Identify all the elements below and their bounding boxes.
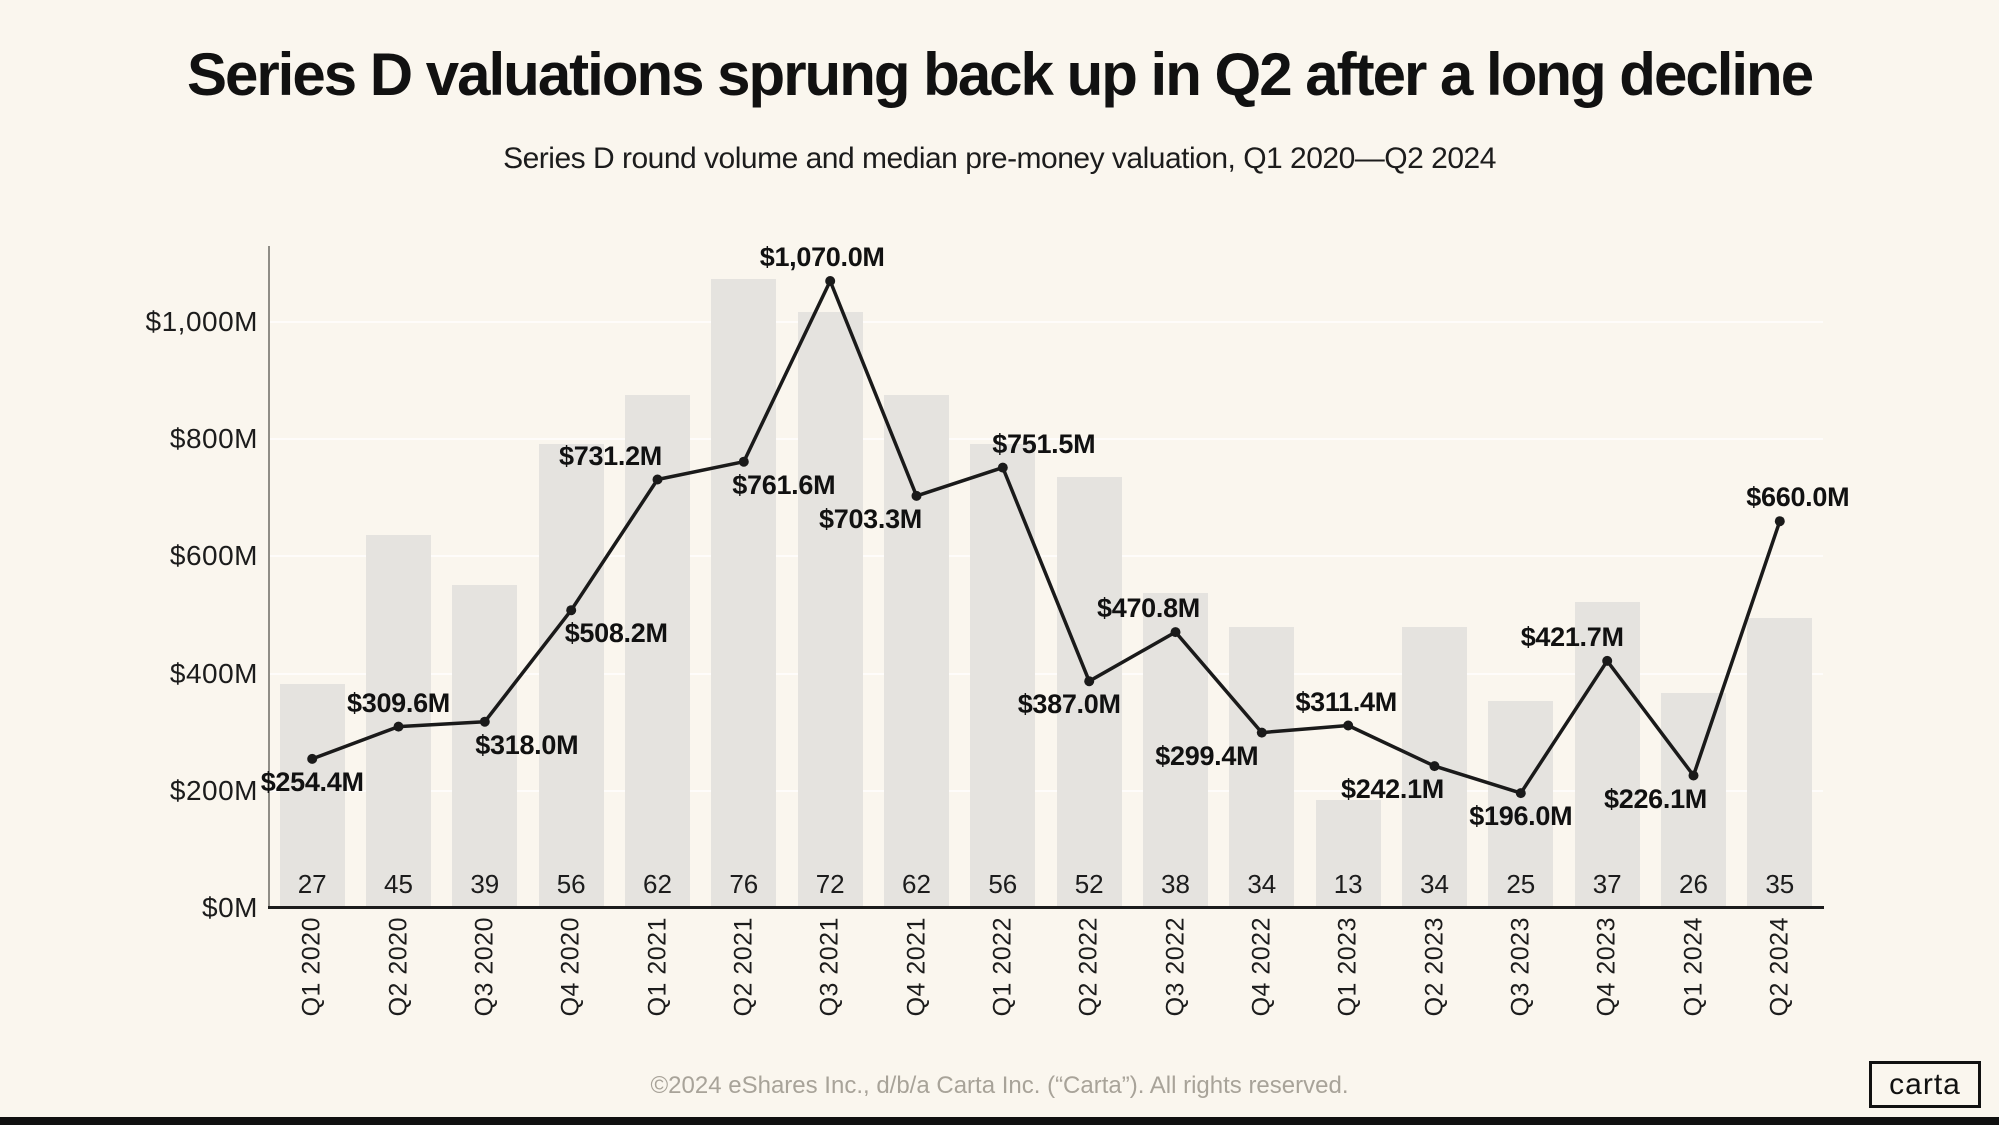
x-axis-tick-label: Q1 2022: [988, 917, 1017, 1017]
valuation-label: $1,070.0M: [759, 242, 885, 272]
volume-bar: [797, 311, 863, 908]
x-axis-tick-label: Q2 2021: [729, 917, 758, 1017]
volume-count-label: 72: [815, 869, 845, 899]
x-axis-tick-label: Q3 2021: [815, 917, 844, 1017]
volume-bar: [538, 444, 604, 908]
x-axis-tick-label: Q1 2024: [1679, 917, 1707, 1017]
x-axis-tick-label: Q1 2021: [643, 917, 671, 1017]
volume-count-label: 35: [1765, 869, 1795, 899]
volume-count-label: 26: [1679, 869, 1708, 899]
valuation-label: $731.2M: [559, 440, 662, 471]
volume-count-label: 34: [1247, 869, 1277, 899]
valuation-label: $751.5M: [992, 428, 1096, 459]
x-axis-tick-label: Q1 2020: [297, 917, 326, 1017]
volume-count-label: 52: [1074, 869, 1104, 899]
valuation-label: $309.6M: [347, 687, 450, 718]
x-axis-line: [268, 906, 1824, 909]
valuation-label: $508.2M: [564, 618, 668, 649]
valuation-label: $387.0M: [1017, 689, 1121, 720]
volume-count-label: 38: [1161, 869, 1190, 899]
valuation-label: $421.7M: [1520, 621, 1624, 652]
data-point: [825, 276, 836, 286]
y-axis-tick-label: $200M: [169, 774, 258, 806]
volume-count-label: 13: [1333, 869, 1363, 899]
y-axis-tick-label: $600M: [169, 540, 258, 572]
volume-count-label: 27: [297, 869, 327, 899]
copyright-text: ©2024 eShares Inc., d/b/a Carta Inc. (“C…: [650, 1072, 1349, 1099]
x-axis-tick-label: Q3 2022: [1161, 917, 1189, 1017]
x-axis-tick-label: Q4 2022: [1247, 917, 1276, 1017]
x-axis-tick-label: Q1 2023: [1333, 917, 1362, 1017]
volume-bar: [884, 394, 949, 908]
gridline: [269, 321, 1823, 323]
valuation-label: $318.0M: [475, 729, 579, 760]
volume-count-label: 56: [988, 869, 1018, 899]
volume-bar: [970, 444, 1036, 908]
x-axis-tick-label: Q2 2022: [1074, 917, 1103, 1017]
volume-bar: [1402, 626, 1467, 908]
volume-count-label: 34: [1420, 869, 1449, 899]
valuation-label: $226.1M: [1604, 783, 1707, 814]
data-point: [1774, 516, 1785, 527]
y-axis-tick-label: $0M: [202, 892, 258, 923]
x-axis-tick-label: Q4 2021: [902, 917, 930, 1017]
valuation-label: $254.4M: [260, 766, 364, 797]
y-axis-tick-label: $1,000M: [145, 306, 258, 337]
y-axis-line: [268, 246, 270, 908]
volume-count-label: 62: [643, 869, 672, 899]
valuation-label: $703.3M: [819, 503, 922, 534]
volume-bar: [625, 394, 690, 908]
carta-logo: carta: [1869, 1061, 1981, 1108]
gridline: [269, 555, 1823, 558]
x-axis-tick-label: Q2 2020: [384, 917, 412, 1017]
chart-title: Series D valuations sprung back up in Q2…: [186, 41, 1814, 108]
volume-count-label: 56: [556, 869, 586, 899]
volume-bar: [366, 535, 431, 908]
volume-count-label: 45: [384, 869, 413, 899]
valuation-label: $242.1M: [1341, 774, 1444, 805]
x-axis-tick-label: Q2 2024: [1765, 917, 1794, 1017]
valuation-label: $311.4M: [1295, 686, 1397, 717]
x-axis-tick-label: Q4 2020: [556, 917, 585, 1017]
volume-count-label: 39: [470, 869, 500, 899]
volume-count-label: 37: [1592, 869, 1622, 899]
valuation-label: $470.8M: [1097, 593, 1200, 624]
bottom-border-bar: [0, 1117, 1999, 1125]
y-axis-tick-label: $800M: [169, 423, 258, 455]
y-axis-tick-label: $400M: [169, 657, 258, 689]
valuation-label: $196.0M: [1469, 801, 1573, 832]
x-axis-tick-label: Q3 2020: [470, 917, 499, 1017]
volume-bar: [1315, 800, 1381, 908]
volume-count-label: 25: [1506, 869, 1536, 899]
valuation-label: $660.0M: [1746, 482, 1850, 513]
volume-count-label: 62: [902, 869, 931, 899]
x-axis-tick-label: Q4 2023: [1592, 917, 1621, 1017]
volume-bar: [711, 278, 777, 908]
chart-subtitle: Series D round volume and median pre-mon…: [503, 142, 1496, 175]
valuation-label: $761.6M: [732, 469, 836, 500]
x-axis-tick-label: Q2 2023: [1420, 917, 1448, 1017]
data-point: [1343, 720, 1354, 731]
valuation-label: $299.4M: [1155, 740, 1259, 771]
carta-logo-text: carta: [1889, 1067, 1961, 1101]
volume-bar: [1747, 618, 1813, 908]
x-axis-tick-label: Q3 2023: [1506, 917, 1535, 1017]
volume-count-label: 76: [729, 869, 759, 899]
